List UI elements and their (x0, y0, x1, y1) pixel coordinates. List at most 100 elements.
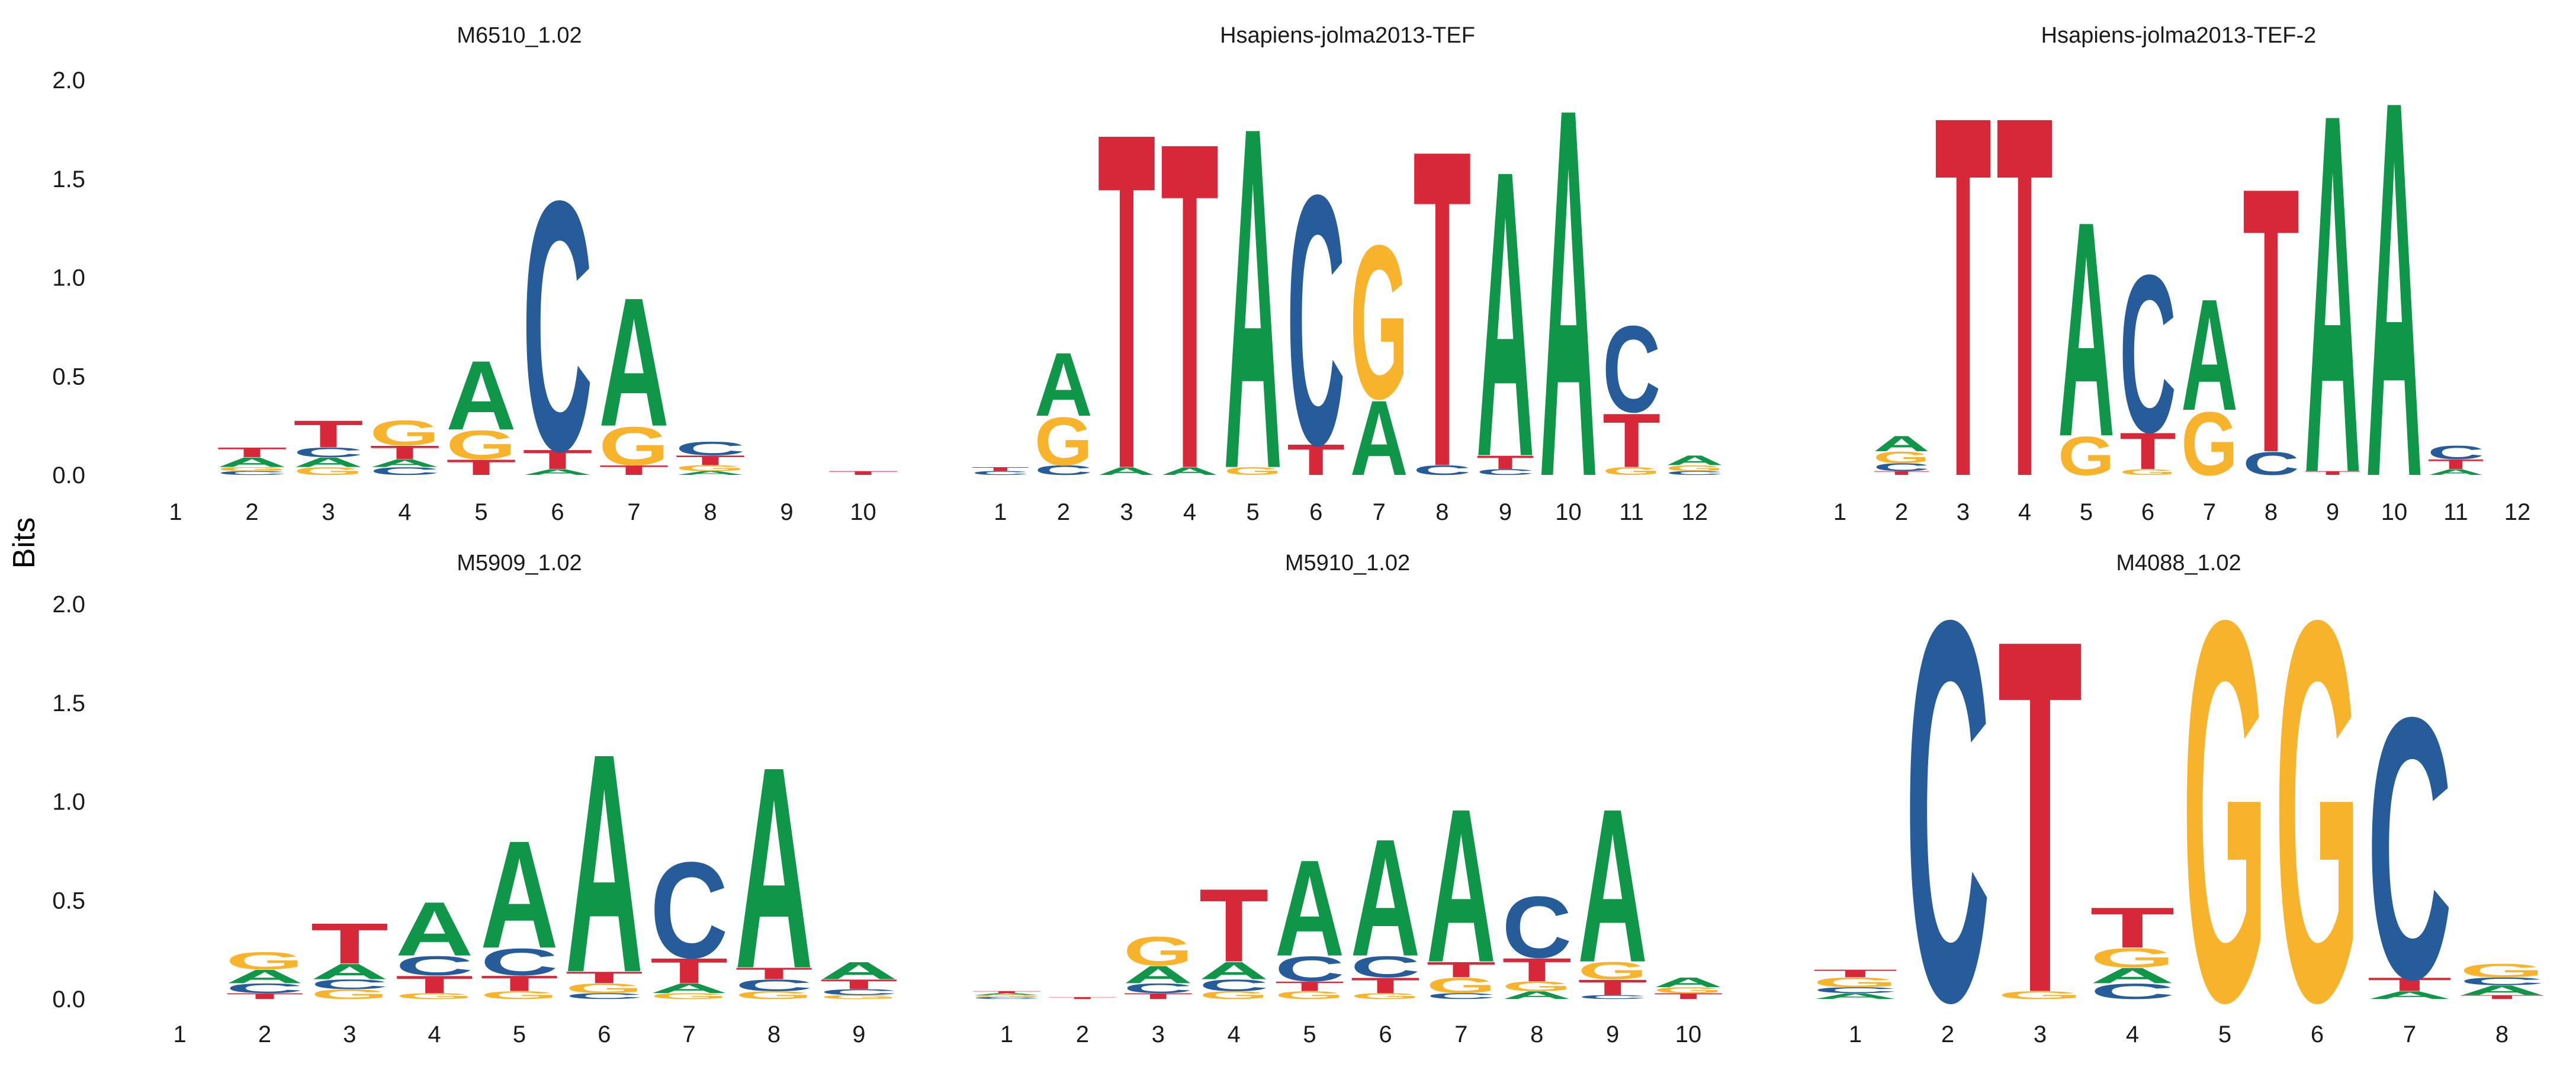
x-tick-label: 10 (2381, 499, 2408, 525)
logo-letter-A: A (735, 706, 813, 1029)
logo-letter-T: T (820, 976, 898, 992)
logo-letter-G: G (1502, 979, 1572, 994)
logo-letter-C: C (1413, 462, 1471, 478)
logo-letter-A: A (1476, 86, 1534, 542)
logo-letter-A: A (480, 809, 558, 981)
logo-letter-G: G (650, 992, 728, 1001)
x-tick-label: 7 (683, 1021, 696, 1047)
logo-letter-A: A (2427, 467, 2484, 476)
logo-letter-T: T (1813, 968, 1897, 980)
x-tick-label: 1 (1833, 499, 1846, 525)
logo-letter-A: A (820, 957, 898, 985)
logo-letter-C: C (522, 126, 593, 525)
logo-letter-T: T (2304, 470, 2361, 476)
x-tick-label: 2 (1941, 1021, 1954, 1047)
x-tick-label: 10 (850, 499, 876, 525)
logo-letter-C: C (1905, 507, 1990, 1083)
x-tick-label: 3 (1120, 499, 1133, 525)
logo-letter-A: A (1578, 763, 1647, 1008)
logo-letter-A: A (1351, 804, 1421, 991)
logo-letter-C: C (2459, 975, 2545, 988)
logo-letter-G: G (1427, 973, 1496, 998)
x-tick-label: 4 (398, 499, 411, 525)
logo-letter-T: T (1653, 991, 1723, 1001)
logo-panel: M5910_1.021CGAT2T3TCAG4GCAT5GTCA6GTCA7CG… (972, 551, 1723, 1047)
logo-letter-T: T (565, 968, 643, 986)
logo-letter-C: C (1813, 985, 1898, 995)
x-tick-label: 6 (1379, 1021, 1392, 1047)
logo-letter-G: G (1873, 448, 1930, 467)
x-tick-label: 7 (2403, 1021, 2416, 1047)
logo-letter-A: A (2459, 982, 2545, 998)
x-tick-label: 6 (598, 1021, 611, 1047)
logo-title: M5910_1.02 (1285, 551, 1410, 576)
logo-letter-T: T (310, 911, 388, 976)
logo-letter-C: C (1602, 301, 1660, 438)
logo-letter-G: G (1653, 985, 1723, 995)
logo-letter-T: T (2459, 994, 2544, 1000)
x-tick-label: 5 (1303, 1021, 1316, 1047)
logo-letter-A: A (1540, 0, 1598, 587)
logo-letter-A: A (2366, 0, 2423, 589)
logo-letter-A: A (1161, 465, 1219, 477)
logo-letter-G: G (565, 981, 643, 996)
logo-letter-A: A (1427, 763, 1496, 1008)
y-tick-label: 0.5 (52, 888, 85, 914)
logo-title: M5909_1.02 (457, 551, 582, 576)
logo-letter-A: A (1275, 832, 1345, 985)
logo-letter-T: T (971, 466, 1029, 472)
logo-letter-C: C (1476, 468, 1534, 477)
logo-letter-A: A (2090, 963, 2175, 988)
x-tick-label: 4 (428, 1021, 441, 1047)
logo-letter-A: A (1813, 991, 1898, 1001)
logo-letter-G: G (310, 986, 388, 1002)
logo-letter-C: C (226, 981, 304, 996)
x-tick-label: 2 (1895, 499, 1908, 525)
logo-letter-T: T (1997, 535, 2083, 1083)
logo-letter-A: A (226, 966, 304, 987)
logo-letter-T: T (1097, 33, 1155, 569)
x-tick-label: 10 (1555, 499, 1582, 525)
logo-letter-T: T (293, 413, 364, 456)
x-tick-label: 8 (767, 1021, 780, 1047)
logo-letter-A: A (217, 455, 287, 470)
logo-letter-T: T (1351, 973, 1421, 998)
x-tick-label: 7 (1373, 499, 1386, 525)
logo-title: Hsapiens-jolma2013-TEF (1220, 23, 1475, 48)
logo-letter-C: C (972, 997, 1042, 1000)
logo-letter-G: G (293, 465, 364, 477)
y-tick-label: 0.0 (52, 462, 85, 489)
x-tick-label: 6 (2141, 499, 2154, 525)
logo-letter-C: C (1666, 470, 1724, 476)
logo-letter-G: G (396, 992, 474, 1001)
x-tick-label: 11 (1619, 499, 1644, 525)
logo-letter-G: G (1813, 975, 1897, 990)
logo-letter-T: T (2090, 896, 2174, 960)
logo-panel: M6510_1.020.00.51.01.52.01 2CGAT3GACT4CAT… (52, 23, 898, 525)
x-tick-label: 8 (704, 499, 717, 525)
x-tick-label: 5 (513, 1021, 526, 1047)
logo-letter-T: T (1602, 397, 1660, 483)
y-tick-label: 1.0 (52, 789, 85, 815)
logo-letter-A: A (2367, 989, 2452, 1001)
logo-letter-T: T (1476, 452, 1534, 473)
logo-letter-G: G (675, 464, 746, 473)
x-tick-label: 9 (2326, 499, 2339, 525)
logo-letter-C: C (1123, 981, 1193, 996)
logo-letter-G: G (1351, 991, 1421, 1001)
logo-letter-T: T (1287, 436, 1345, 484)
logo-letter-G: G (2182, 508, 2267, 1083)
logo-letter-T: T (1935, 8, 1992, 584)
x-tick-label: 4 (1183, 499, 1196, 525)
logo-letter-A: A (1873, 431, 1930, 456)
logo-letter-T: T (675, 453, 746, 468)
logo-letter-C: C (1035, 462, 1093, 478)
logo-letter-G: G (1199, 989, 1269, 1001)
logo-letter-G: G (820, 994, 898, 1000)
logo-letter-T: T (735, 965, 813, 983)
x-tick-label: 4 (2126, 1021, 2139, 1047)
logo-letter-G: G (226, 947, 304, 975)
logo-letter-T: T (480, 971, 558, 995)
logo-letter-G: G (1602, 465, 1660, 477)
